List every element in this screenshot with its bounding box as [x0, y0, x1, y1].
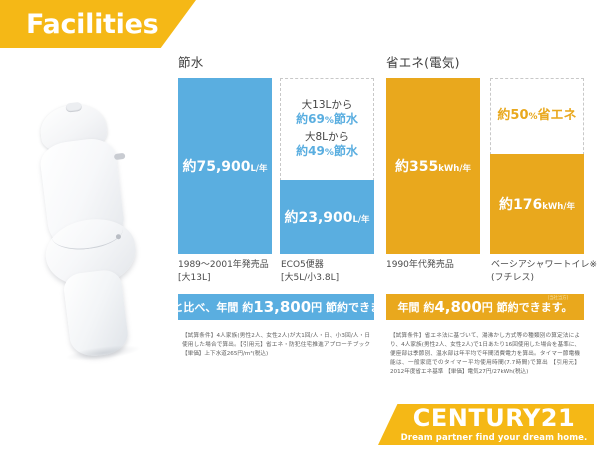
caption-old-model-water: 1989～2001年発売品 [大13L]: [178, 259, 269, 283]
savings-note-energy: [当社当方]: [547, 296, 569, 301]
caption-eco5-water: ECO5便器 [大5L/小3.8L]: [281, 259, 340, 283]
callout-saving-50: 約50%省エネ: [497, 108, 577, 124]
callout-saving-49: 約49%節水: [296, 144, 358, 159]
footnote-water: 【試算条件】4人家族(男性2人、女性2人)が大1回/人・日、小3回/人・日使用し…: [182, 333, 370, 358]
callout-water-saving: 大13Lから 約69%節水 大8Lから 約49%節水: [280, 77, 374, 181]
callout-from-13l: 大13Lから: [301, 98, 353, 111]
savings-suffix-energy: 円 節約できます。: [481, 301, 573, 314]
toilet-lever-shape: [113, 152, 126, 161]
panel-energy-saving: 省エネ(電気) 約355kWh/年 約50%省エネ 約176kWh/年 1990…: [386, 55, 597, 293]
bar-value-old-water: 約75,900L/年: [182, 158, 268, 175]
page-title: Facilities: [26, 8, 159, 40]
savings-banner-water: 13Lと比べ、年間 約 13,800 円 節約できます。: [150, 294, 402, 320]
callout-from-8l: 大8Lから: [304, 131, 350, 144]
savings-prefix-energy: 年間 約: [397, 301, 435, 314]
callout-energy-saving: 約50%省エネ: [490, 77, 584, 155]
product-photo: [8, 72, 166, 390]
savings-banner-energy: 年間 約 4,800 円 節約できます。 [当社当方]: [386, 294, 584, 320]
footnote-energy: 【試算条件】省エネ法に基づいて、湯沸かし方式等の種類別の算定法により、4人家族(…: [390, 333, 580, 376]
toilet-illustration: [11, 90, 163, 373]
caption-old-model-energy: 1990年代発売品: [386, 259, 454, 270]
panel-water-saving: 節水 約75,900L/年 大13Lから 約69%節水 大8Lから 約49%節水…: [178, 56, 374, 293]
bar-old-model-water: 約75,900L/年: [178, 77, 272, 254]
chart-energy-saving: 約355kWh/年 約50%省エネ 約176kWh/年: [386, 77, 584, 254]
panel-heading-energy: 省エネ(電気): [386, 55, 460, 70]
panel-heading-water: 節水: [178, 55, 204, 70]
caption-basia-energy: ベーシアシャワートイレ※ (フチレス): [491, 259, 598, 283]
bar-value-basia-energy: 約176kWh/年: [499, 196, 575, 213]
caption-row-water: 1989～2001年発売品 [大13L] ECO5便器 [大5L/小3.8L]: [178, 259, 374, 293]
logo-brand-name: CENTURY21: [412, 404, 576, 432]
century21-logo: CENTURY21 Dream partner find your dream …: [378, 404, 594, 445]
savings-prefix-water: 13Lと比べ、年間 約: [150, 301, 254, 314]
logo-tagline: Dream partner find your dream home.: [400, 433, 588, 443]
caption-row-energy: 1990年代発売品 ベーシアシャワートイレ※ (フチレス): [386, 259, 597, 293]
bar-eco5-water: 約23,900L/年: [280, 179, 374, 254]
bar-basia-energy: 約176kWh/年: [490, 153, 584, 254]
savings-amount-water: 13,800: [253, 298, 312, 316]
chart-water-saving: 約75,900L/年 大13Lから 約69%節水 大8Lから 約49%節水 約2…: [178, 77, 374, 254]
header-banner: Facilities: [0, 0, 196, 48]
callout-group-8l: 大8Lから 約49%節水: [296, 131, 358, 159]
savings-amount-energy: 4,800: [434, 298, 482, 316]
savings-suffix-water: 円 節約できます。: [311, 301, 402, 314]
callout-group-13l: 大13Lから 約69%節水: [296, 99, 358, 127]
bar-value-old-energy: 約355kWh/年: [395, 158, 471, 175]
callout-saving-69: 約69%節水: [296, 112, 358, 126]
bar-old-model-energy: 約355kWh/年: [386, 77, 480, 254]
bar-value-eco5-water: 約23,900L/年: [284, 209, 370, 226]
